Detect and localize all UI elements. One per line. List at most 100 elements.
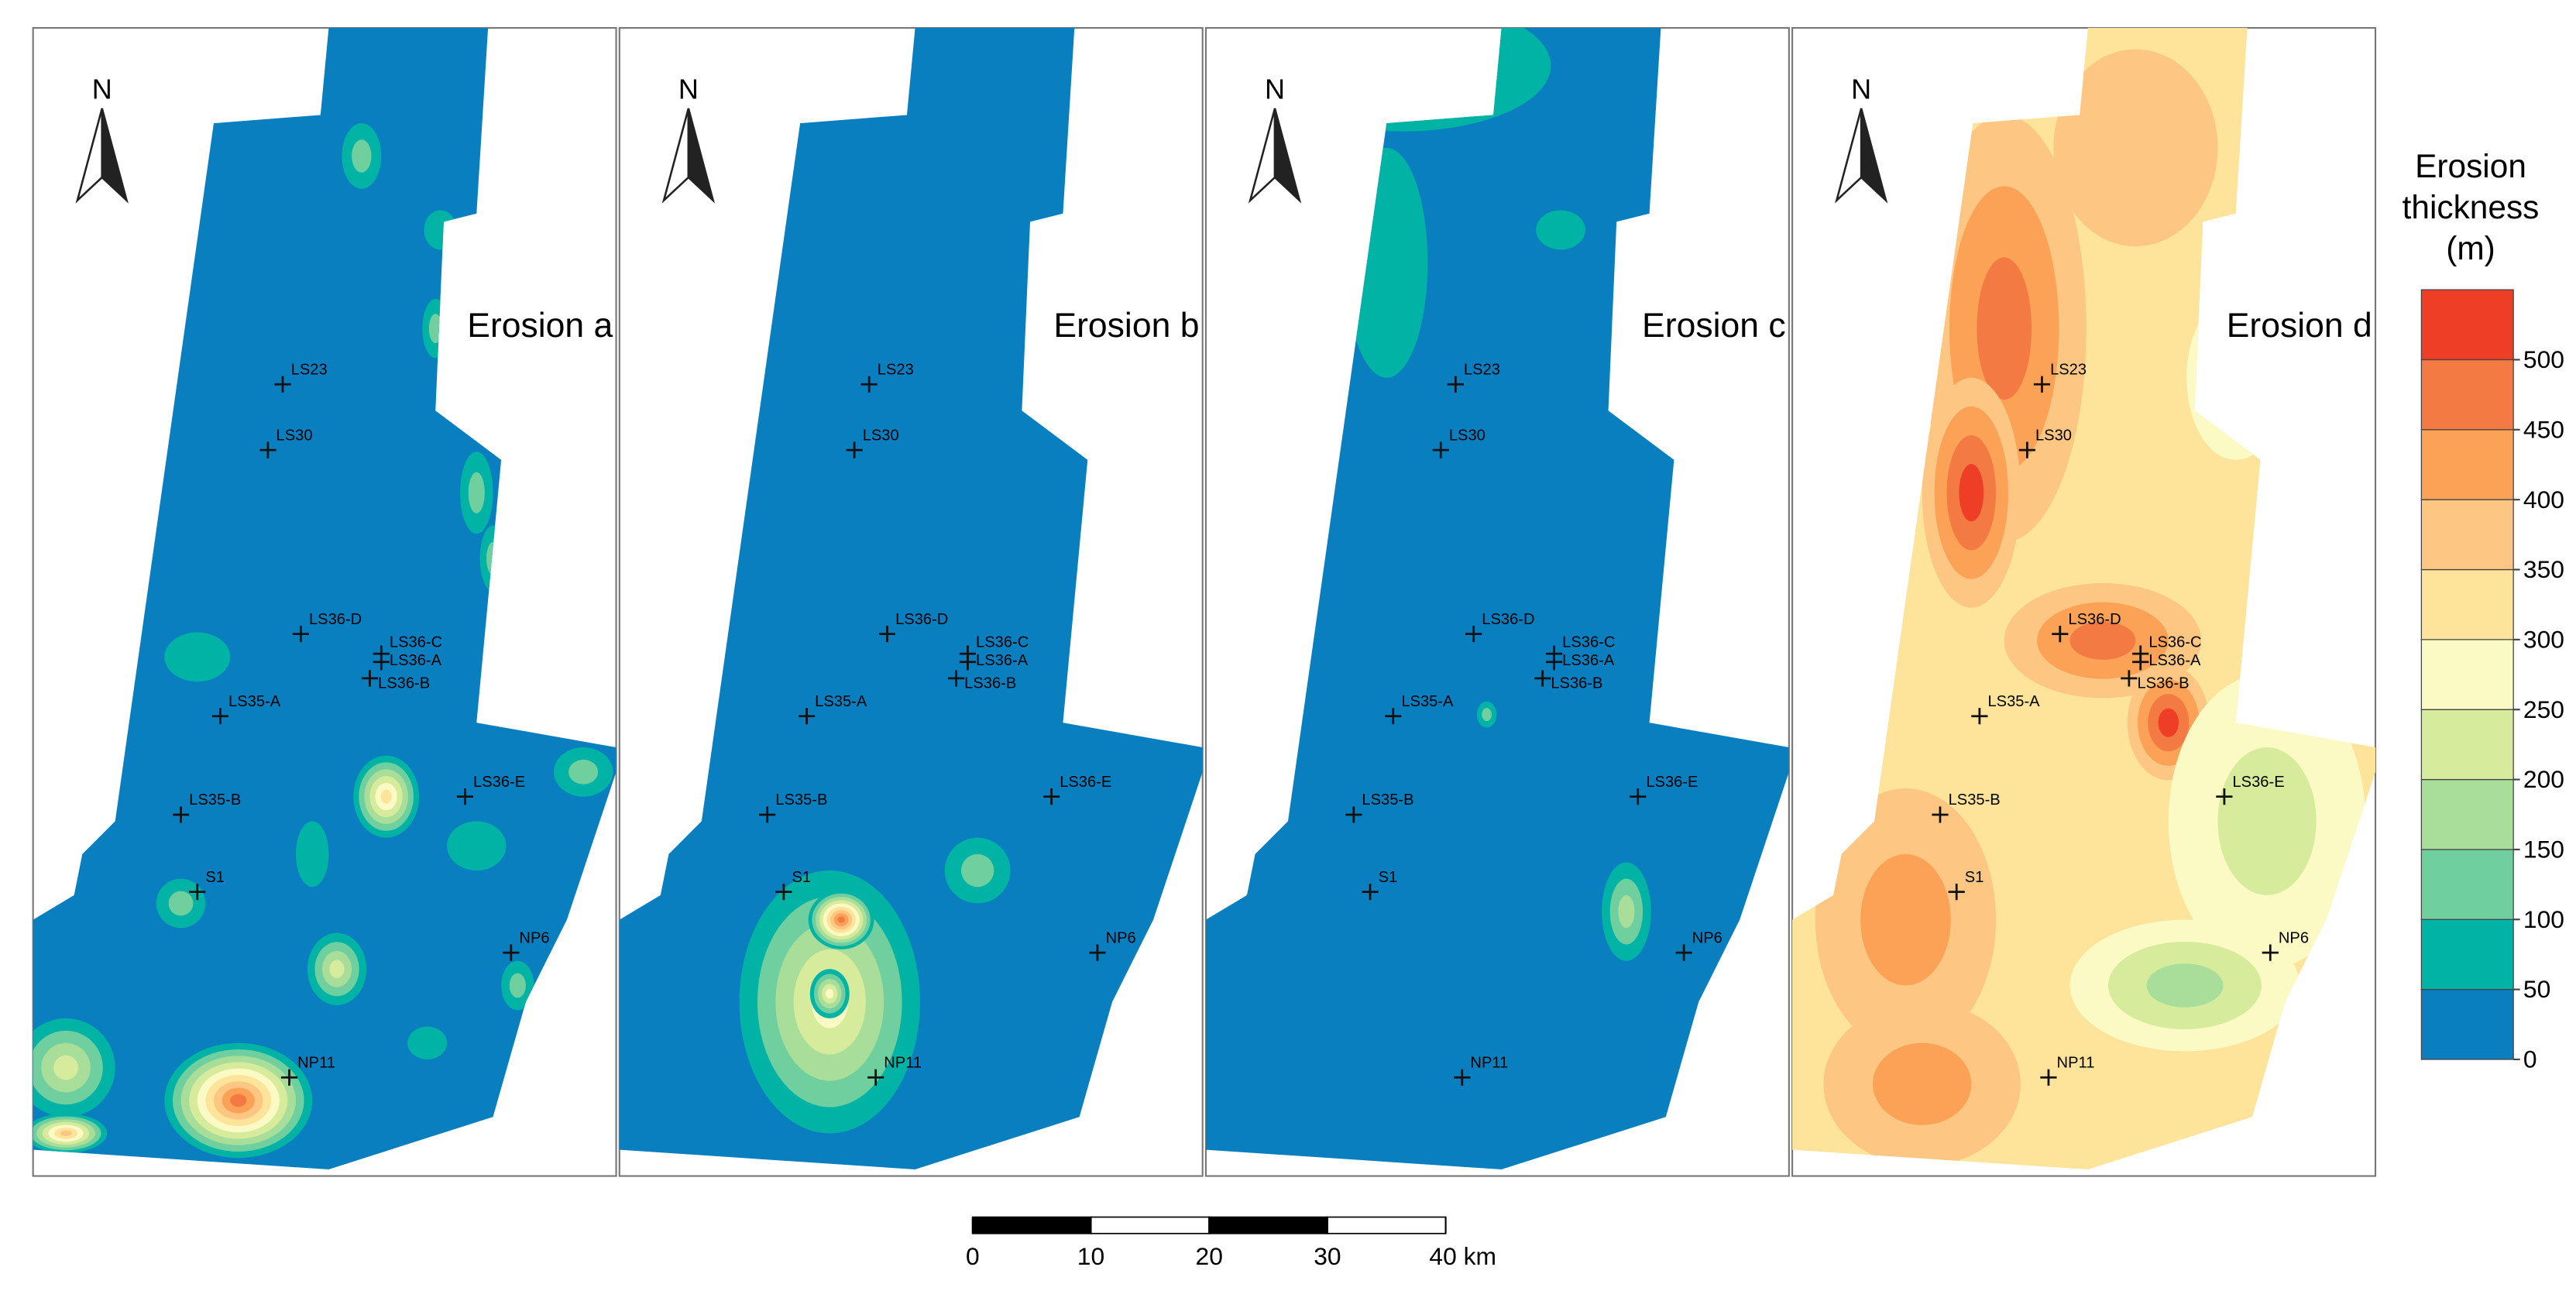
well-label: LS36-B (2137, 675, 2189, 692)
scale-label: 40 km (1429, 1242, 1496, 1270)
contour-zone (164, 632, 231, 682)
map-area (619, 28, 1203, 1170)
contour-zone (1873, 1042, 1972, 1125)
contour-zone (295, 821, 329, 888)
well-marker (959, 654, 977, 671)
well-label: LS23 (878, 362, 914, 379)
contour-zone (468, 472, 485, 513)
contour-zone (1959, 464, 1984, 522)
well-label: NP6 (1692, 929, 1722, 946)
well-label: LS23 (2050, 362, 2087, 379)
well-marker (1630, 788, 1647, 805)
legend-swatch (2420, 778, 2514, 850)
well-label: LS36-C (2148, 634, 2201, 651)
well-label: LS30 (2035, 427, 2072, 444)
contour-zone (837, 916, 845, 923)
well-label: S1 (792, 869, 811, 886)
panel-title: Erosion d (2227, 307, 2372, 345)
north-label: N (92, 73, 112, 105)
legend-swatch (2420, 988, 2514, 1060)
legend-title: Erosion (2415, 148, 2526, 184)
well-label: LS36-D (895, 611, 948, 628)
contours (739, 837, 1011, 1134)
contour-zone (568, 759, 599, 785)
scale-segment (1090, 1216, 1211, 1234)
well-marker (775, 884, 792, 901)
legend-tick-label: 50 (2523, 975, 2550, 1003)
contour-zone (826, 988, 834, 999)
well-marker (759, 806, 776, 823)
north-arrow-right (687, 108, 716, 204)
well-marker (867, 1069, 884, 1086)
contour-zone (2217, 747, 2317, 895)
legend-swatch (2420, 499, 2514, 571)
well-marker (2216, 788, 2233, 805)
well-marker (274, 376, 291, 393)
well-label: LS36-B (964, 675, 1016, 692)
well-label: LS35-B (189, 791, 241, 809)
well-label: LS36-B (378, 675, 430, 692)
well-marker (1534, 670, 1551, 687)
contour-zone (447, 821, 507, 871)
contour-zone (352, 139, 372, 173)
scale-segment (971, 1216, 1092, 1234)
well-marker (1454, 1069, 1471, 1086)
well-marker (1362, 884, 1379, 901)
well-label: NP11 (884, 1055, 922, 1072)
well-label: LS35-A (815, 693, 867, 710)
well-label: LS36-A (1562, 652, 1615, 669)
well-label: NP11 (297, 1055, 335, 1072)
contour-zone (1536, 210, 1585, 250)
well-marker (1089, 944, 1106, 961)
well-label: LS36-D (309, 611, 362, 628)
well-marker (211, 708, 229, 725)
well-marker (1345, 806, 1362, 823)
legend-swatch (2420, 918, 2514, 991)
scale-label: 10 (1077, 1242, 1104, 1270)
north-arrow-right (1273, 108, 1302, 204)
well-marker (2262, 944, 2279, 961)
scale-label: 0 (966, 1242, 980, 1270)
legend-title: (m) (2446, 230, 2495, 266)
scale-label: 20 (1196, 1242, 1223, 1270)
well-marker (2040, 1069, 2057, 1086)
well-marker (1447, 376, 1464, 393)
well-marker (1042, 788, 1060, 805)
contour-zone (1977, 257, 2032, 400)
contour-zone (407, 1026, 448, 1059)
well-label: LS35-B (1362, 791, 1413, 809)
well-marker (2132, 654, 2149, 671)
legend-swatch (2420, 639, 2514, 710)
well-marker (1971, 708, 1988, 725)
well-marker (1465, 626, 1482, 643)
legend-tick-label: 450 (2523, 415, 2564, 443)
well-marker (1932, 806, 1949, 823)
well-marker (503, 944, 520, 961)
well-label: LS36-C (1562, 634, 1615, 651)
well-label: LS35-B (775, 791, 827, 809)
scale-label: 30 (1314, 1242, 1341, 1270)
well-label: LS23 (291, 362, 328, 379)
well-label: LS36-E (1060, 774, 1111, 791)
scale-segment (1208, 1216, 1328, 1234)
contour-zone (2053, 49, 2218, 247)
well-marker (1385, 708, 1402, 725)
legend-tick-label: 400 (2523, 486, 2564, 513)
well-label: LS35-A (1401, 693, 1454, 710)
well-marker (1545, 654, 1563, 671)
legend-swatch (2420, 289, 2514, 361)
well-label: LS30 (863, 427, 899, 444)
contour-zone (960, 853, 994, 888)
well-label: LS36-E (2232, 774, 2284, 791)
contour-zone (168, 891, 194, 916)
well-marker (1432, 441, 1449, 458)
well-marker (846, 441, 863, 458)
well-label: LS36-A (2148, 652, 2201, 669)
well-marker (1948, 884, 1965, 901)
well-marker (292, 626, 309, 643)
well-label: LS35-A (228, 693, 281, 710)
well-label: LS36-D (1482, 611, 1534, 628)
